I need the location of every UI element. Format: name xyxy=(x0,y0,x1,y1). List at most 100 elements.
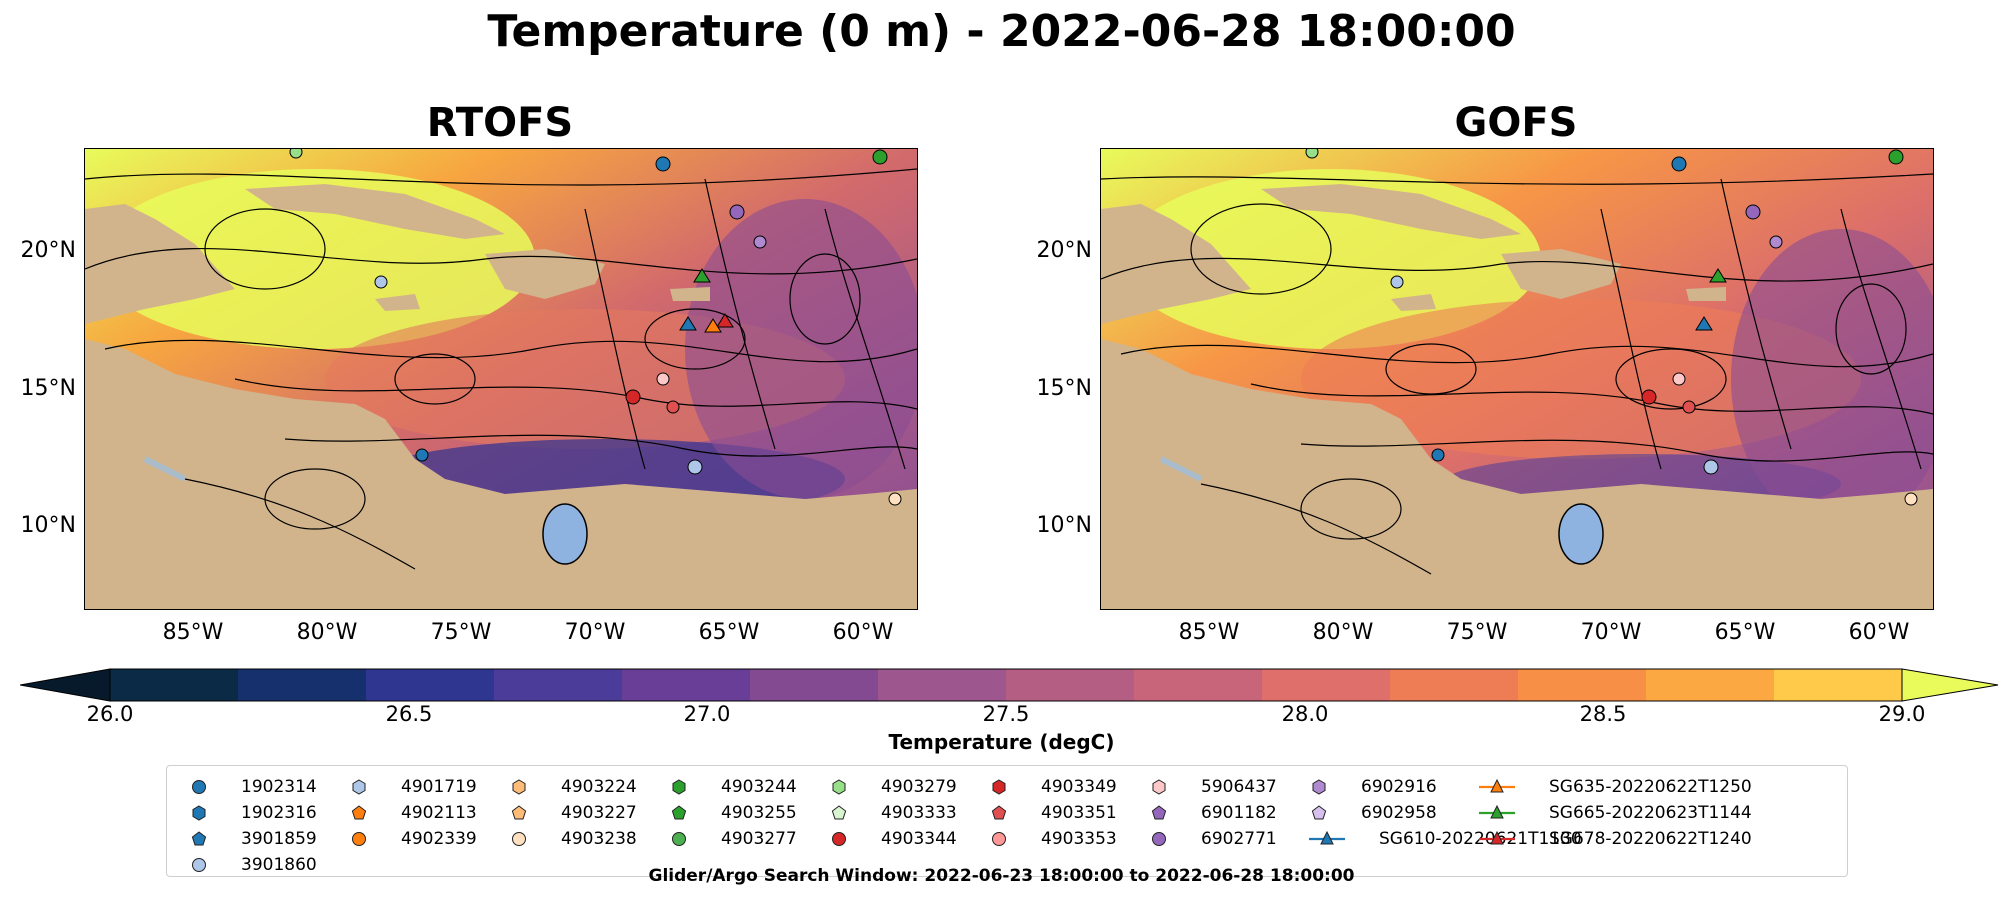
float-4903279[interactable] xyxy=(1305,149,1319,159)
float-4903277[interactable] xyxy=(872,149,888,165)
figure-title: Temperature (0 m) - 2022-06-28 18:00:00 xyxy=(487,6,1516,57)
colorbar-tick-28-5: 28.5 xyxy=(1579,702,1627,726)
float-4903344[interactable] xyxy=(625,389,641,405)
legend-marker-icon xyxy=(672,779,686,795)
legend-marker-icon xyxy=(1479,804,1515,819)
legend-label: 4903277 xyxy=(721,829,797,849)
legend-label: 4903238 xyxy=(561,829,637,849)
colorbar-over-arrow xyxy=(1901,668,1999,702)
legend-marker-icon xyxy=(832,779,846,795)
sea-band xyxy=(1301,299,1861,459)
float-3901860[interactable] xyxy=(687,459,703,475)
float-4901719[interactable] xyxy=(374,275,388,289)
float-6902771[interactable] xyxy=(729,204,745,220)
float-6902916[interactable] xyxy=(1769,235,1783,249)
legend-label: 3901860 xyxy=(241,855,317,875)
jamaica-land xyxy=(1391,294,1436,311)
lon-label-65w: 65°W xyxy=(1714,620,1776,645)
lake-maracaibo xyxy=(542,503,588,565)
colorbar-cell xyxy=(238,669,367,701)
glider-sg665[interactable] xyxy=(693,268,711,283)
legend-marker-icon xyxy=(1151,805,1167,820)
float-3901860[interactable] xyxy=(1703,459,1719,475)
float-4903238[interactable] xyxy=(1904,492,1918,506)
lon-label-75w: 75°W xyxy=(430,620,492,645)
colorbar-cell xyxy=(110,669,239,701)
colorbar-tick-27-0: 27.0 xyxy=(683,702,731,726)
lake-maracaibo xyxy=(1558,503,1604,565)
colorbar-cell xyxy=(366,669,495,701)
legend-marker-icon xyxy=(1152,779,1166,795)
float-3901859[interactable] xyxy=(1431,448,1445,462)
legend-label: 3901859 xyxy=(241,829,317,849)
legend-label: 4903333 xyxy=(881,803,957,823)
map-gofs-canvas xyxy=(1101,149,1933,609)
colorbar-cell xyxy=(1518,669,1647,701)
float-1902314[interactable] xyxy=(655,156,671,172)
lat-label-20n: 20°N xyxy=(1036,238,1092,263)
glider-sg665[interactable] xyxy=(1709,268,1727,283)
legend-label: 6902771 xyxy=(1201,829,1277,849)
cuba-land xyxy=(1261,184,1521,239)
glider-sg610[interactable] xyxy=(679,316,697,331)
legend-marker-icon xyxy=(671,805,687,820)
legend-marker-icon xyxy=(672,832,686,846)
glider-sg678[interactable] xyxy=(716,313,734,328)
legend-label: 1902316 xyxy=(241,803,317,823)
cuba-land xyxy=(245,184,505,239)
lat-label-15n: 15°N xyxy=(20,376,76,401)
float-5906437[interactable] xyxy=(1672,372,1686,386)
legend-label: 4903344 xyxy=(881,829,957,849)
colorbar-under-arrow xyxy=(20,668,111,702)
legend-label: 4902339 xyxy=(401,829,477,849)
legend-label: 4902113 xyxy=(401,803,477,823)
float-1902314[interactable] xyxy=(1671,156,1687,172)
float-4903238[interactable] xyxy=(888,492,902,506)
float-6902916[interactable] xyxy=(753,235,767,249)
float-5906437[interactable] xyxy=(656,372,670,386)
float-4903277[interactable] xyxy=(1888,149,1904,165)
legend-marker-icon xyxy=(512,779,526,795)
yucatan-land xyxy=(1101,204,1251,324)
legend-label: 1902314 xyxy=(241,777,317,797)
lat-label-10n: 10°N xyxy=(1036,513,1092,538)
glider-sg635[interactable] xyxy=(704,318,722,333)
float-4903279[interactable] xyxy=(289,149,303,159)
legend-label: 5906437 xyxy=(1201,777,1277,797)
float-4903351[interactable] xyxy=(1682,400,1696,414)
panel-title-rtofs: RTOFS xyxy=(426,100,574,146)
colorbar-label: Temperature (degC) xyxy=(888,730,1115,754)
colorbar-cell xyxy=(1646,669,1775,701)
colorbar-tick-26-5: 26.5 xyxy=(385,702,433,726)
legend-marker-icon xyxy=(1311,805,1327,820)
float-4903344[interactable] xyxy=(1641,389,1657,405)
map-rtofs[interactable] xyxy=(84,148,918,610)
south-america-central-america xyxy=(1101,339,1933,609)
legend-marker-icon xyxy=(831,805,847,820)
lon-label-80w: 80°W xyxy=(1312,620,1374,645)
colorbar-cell xyxy=(1006,669,1135,701)
legend-marker-icon xyxy=(512,832,526,846)
search-window-note: Glider/Argo Search Window: 2022-06-23 18… xyxy=(648,866,1355,886)
colorbar-cell xyxy=(494,669,623,701)
legend-label: 6902958 xyxy=(1361,803,1437,823)
lon-label-85w: 85°W xyxy=(162,620,224,645)
legend-marker-icon xyxy=(1479,830,1515,845)
legend-label: SG665-20220623T1144 xyxy=(1549,803,1752,823)
legend-marker-icon xyxy=(1309,830,1345,845)
colorbar-cell xyxy=(750,669,879,701)
lon-label-85w: 85°W xyxy=(1178,620,1240,645)
legend-label: 4903244 xyxy=(721,777,797,797)
float-4901719[interactable] xyxy=(1390,275,1404,289)
central-america-land xyxy=(1101,384,1361,609)
colorbar-cell xyxy=(1262,669,1391,701)
glider-sg610[interactable] xyxy=(1695,316,1713,331)
colorbar-cell xyxy=(622,669,751,701)
float-3901859[interactable] xyxy=(415,448,429,462)
map-rtofs-canvas xyxy=(85,149,917,609)
colorbar xyxy=(20,668,1999,702)
float-6902771[interactable] xyxy=(1745,204,1761,220)
colorbar-tick-28-0: 28.0 xyxy=(1281,702,1329,726)
float-4903351[interactable] xyxy=(666,400,680,414)
map-gofs[interactable] xyxy=(1100,148,1934,610)
